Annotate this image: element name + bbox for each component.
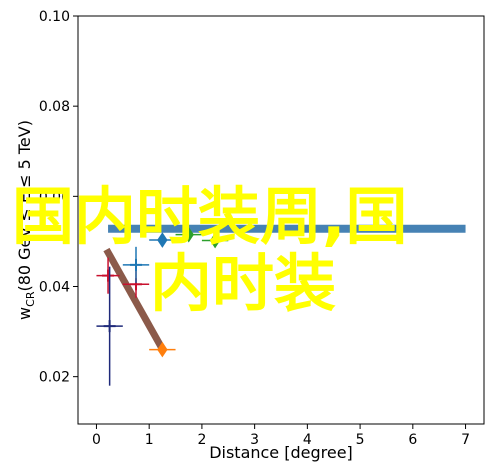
y-tick-label: 0.08 [39,99,70,115]
x-tick-label: 6 [408,432,417,448]
x-tick-label: 7 [461,432,470,448]
x-tick-label: 5 [356,432,365,448]
y-tick-label: 0.02 [39,370,70,386]
point [130,258,142,271]
point [157,341,168,358]
y-label-main: w [15,307,34,320]
y-label-rest: (80 GeV ≤ E ≤ 5 TeV) [15,120,34,292]
overlay-text: 国内时装周,国 [12,180,408,253]
x-tick-label: 0 [92,432,101,448]
point [102,269,115,282]
y-tick-label: 0.04 [39,279,70,295]
point [157,232,168,248]
x-tick-label: 2 [197,432,206,448]
x-tick-label: 1 [145,432,154,448]
x-axis-label: Distance [degree] [209,443,353,462]
y-tick-label: 0.06 [39,189,70,205]
point [183,226,194,243]
x-tick-label: 4 [303,432,312,448]
overlay-text: 内时装 [150,247,336,320]
y-axis-label: wCR(80 GeV ≤ E ≤ 5 TeV) [15,120,37,320]
point [209,232,221,249]
y-tick-label: 0.10 [39,9,70,25]
plot-frame [77,15,485,425]
line [103,247,167,354]
y-label-sub: CR [24,291,37,307]
x-tick-label: 3 [250,432,259,448]
point [103,320,116,333]
